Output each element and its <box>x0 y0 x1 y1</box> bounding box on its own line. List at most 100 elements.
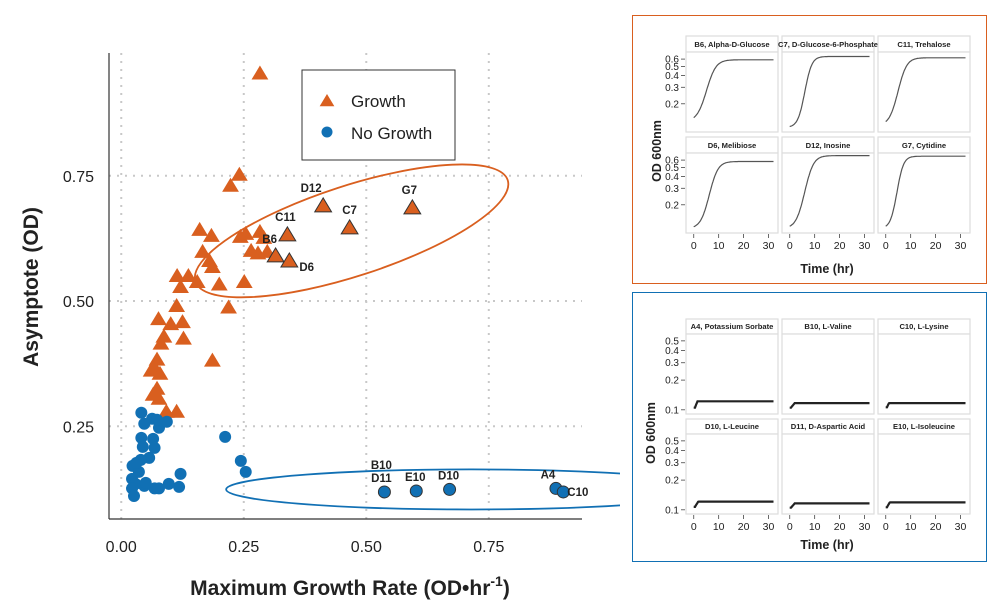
inset-panel: C10, L-Lysine <box>877 318 971 415</box>
growth-curve-line <box>885 57 966 123</box>
point-label-D12: D12 <box>301 183 322 195</box>
panel-title: E10, L-Isoleucine <box>893 422 955 431</box>
y-tick-label: 0.2 <box>665 99 679 110</box>
inset-panel: C11, Trehalose <box>877 35 971 133</box>
growth-curve-line <box>789 402 870 409</box>
y-tick-label: 0.3 <box>665 458 679 469</box>
x-tick-label: 10 <box>905 521 917 533</box>
no-growth-point-E10 <box>409 484 423 498</box>
growth-point <box>175 330 192 345</box>
growth-point <box>168 403 186 418</box>
growth-point <box>150 390 168 405</box>
y-tick-label: 0.3 <box>665 184 679 195</box>
panel-plot-area <box>781 433 875 515</box>
x-tick-label: 10 <box>809 521 821 533</box>
x-tick-label: 20 <box>834 240 846 252</box>
inset-x-axis-title: Time (hr) <box>800 538 853 552</box>
no-growth-point <box>239 465 252 478</box>
x-tick-label: 30 <box>763 240 775 252</box>
legend-growth-marker <box>319 94 335 107</box>
growth-point <box>150 311 167 326</box>
data-points <box>126 65 570 502</box>
growth-point-C7 <box>340 218 359 235</box>
point-label-C10: C10 <box>567 487 588 499</box>
no-growth-curves-inset: A4, Potassium Sorbate 0.1 0.2 0.3 0.4 0.5 B10,… <box>632 292 987 562</box>
point-label-C11: C11 <box>275 212 296 224</box>
inset-y-axis-title: OD 600nm <box>644 402 658 464</box>
panel-title: D11, D-Aspartic Acid <box>791 422 866 431</box>
x-tick-label: 10 <box>809 240 821 252</box>
no-growth-point <box>147 432 160 445</box>
growth-point-D12 <box>313 196 333 213</box>
x-tick-label: 0 <box>883 240 889 252</box>
growth-curve-line <box>693 160 774 228</box>
growth-point <box>188 273 206 288</box>
point-label-G7: G7 <box>402 185 417 197</box>
no-growth-point <box>139 476 152 489</box>
x-tick-label: 30 <box>955 521 967 533</box>
axis-ticks: 0.00 0.25 0.50 0.75 0.25 0.50 0.75 <box>63 169 505 556</box>
inset-panel: A4, Potassium Sorbate 0.1 0.2 0.30.40.5 <box>665 318 779 416</box>
panel-plot-area <box>877 152 971 234</box>
point-label-C7: C7 <box>342 205 357 217</box>
x-tick-label: 10 <box>713 521 725 533</box>
growth-curve-line <box>789 155 870 227</box>
growth-point <box>255 229 273 244</box>
x-axis-title-superscript: -1 <box>490 573 503 589</box>
no-growth-point <box>174 467 187 480</box>
inset-panel: C7, D-Glucose-6-Phosphate <box>778 35 878 133</box>
x-tick-label: 0 <box>691 521 697 533</box>
no-growth-point <box>135 406 148 419</box>
y-tick-label: 0.2 <box>665 376 679 387</box>
x-tick-label: 20 <box>738 521 750 533</box>
growth-curve-line <box>885 155 966 227</box>
growth-point <box>162 316 180 331</box>
growth-point <box>237 225 255 240</box>
growth-curve-line <box>693 400 774 409</box>
point-label-D6: D6 <box>299 262 314 274</box>
growth-curve-line <box>693 500 774 508</box>
x-tick-label: 10 <box>905 240 917 252</box>
panel-plot-area <box>877 51 971 133</box>
no-growth-point-D11 <box>377 485 391 499</box>
inset-panel: E10, L-Isoleucine 0 10 20 30 <box>877 418 971 533</box>
y-tick-label: 0.5 <box>665 62 679 73</box>
inset-panel: D10, L-Leucine 0.1 0.2 0.30.40.5 0 10 20 30 <box>665 418 779 533</box>
y-tick-label: 0.25 <box>63 419 94 436</box>
no-growth-point <box>151 413 164 426</box>
x-tick-label: 0 <box>691 240 697 252</box>
x-tick-label: 0 <box>787 240 793 252</box>
x-tick-label: 20 <box>834 521 846 533</box>
no-growth-point <box>148 441 161 454</box>
y-tick-label: 0.6 <box>665 55 679 66</box>
inset-panel: D12, Inosine 0 10 20 30 <box>781 136 875 252</box>
legend-label-no-growth: No Growth <box>351 124 432 143</box>
no-growth-point <box>136 440 149 453</box>
no-growth-point <box>234 454 247 467</box>
inset-y-axis-title: OD 600nm <box>650 120 664 182</box>
growth-curve-line <box>693 59 774 119</box>
x-tick-label: 30 <box>763 521 775 533</box>
y-tick-label: 0.5 <box>665 436 679 447</box>
growth-point-G7 <box>403 198 422 215</box>
growth-point <box>222 177 239 192</box>
no-growth-point <box>148 482 161 495</box>
no-growth-point <box>138 417 151 430</box>
growth-point-D6 <box>280 251 299 268</box>
panel-title: D6, Melibiose <box>708 141 757 150</box>
no-growth-cluster-ellipse <box>225 468 620 511</box>
y-tick-label: 0.1 <box>665 405 679 416</box>
y-tick-label: 0.5 <box>665 336 679 347</box>
growth-point <box>194 243 211 258</box>
no-growth-point <box>162 477 175 490</box>
x-tick-label: 0.50 <box>351 539 382 556</box>
no-growth-point <box>130 456 143 469</box>
no-growth-point <box>219 430 232 443</box>
growth-point <box>235 273 253 288</box>
inset-panel: B6, Alpha-D-Glucose 0.2 0.30.40.50.6 <box>665 35 779 133</box>
x-tick-label: 20 <box>738 240 750 252</box>
legend-box <box>301 69 456 161</box>
growth-curves-inset: B6, Alpha-D-Glucose 0.2 0.3 0.4 0.5 0.6 C7, D-… <box>632 15 987 284</box>
x-axis-title-suffix: ) <box>503 577 510 600</box>
